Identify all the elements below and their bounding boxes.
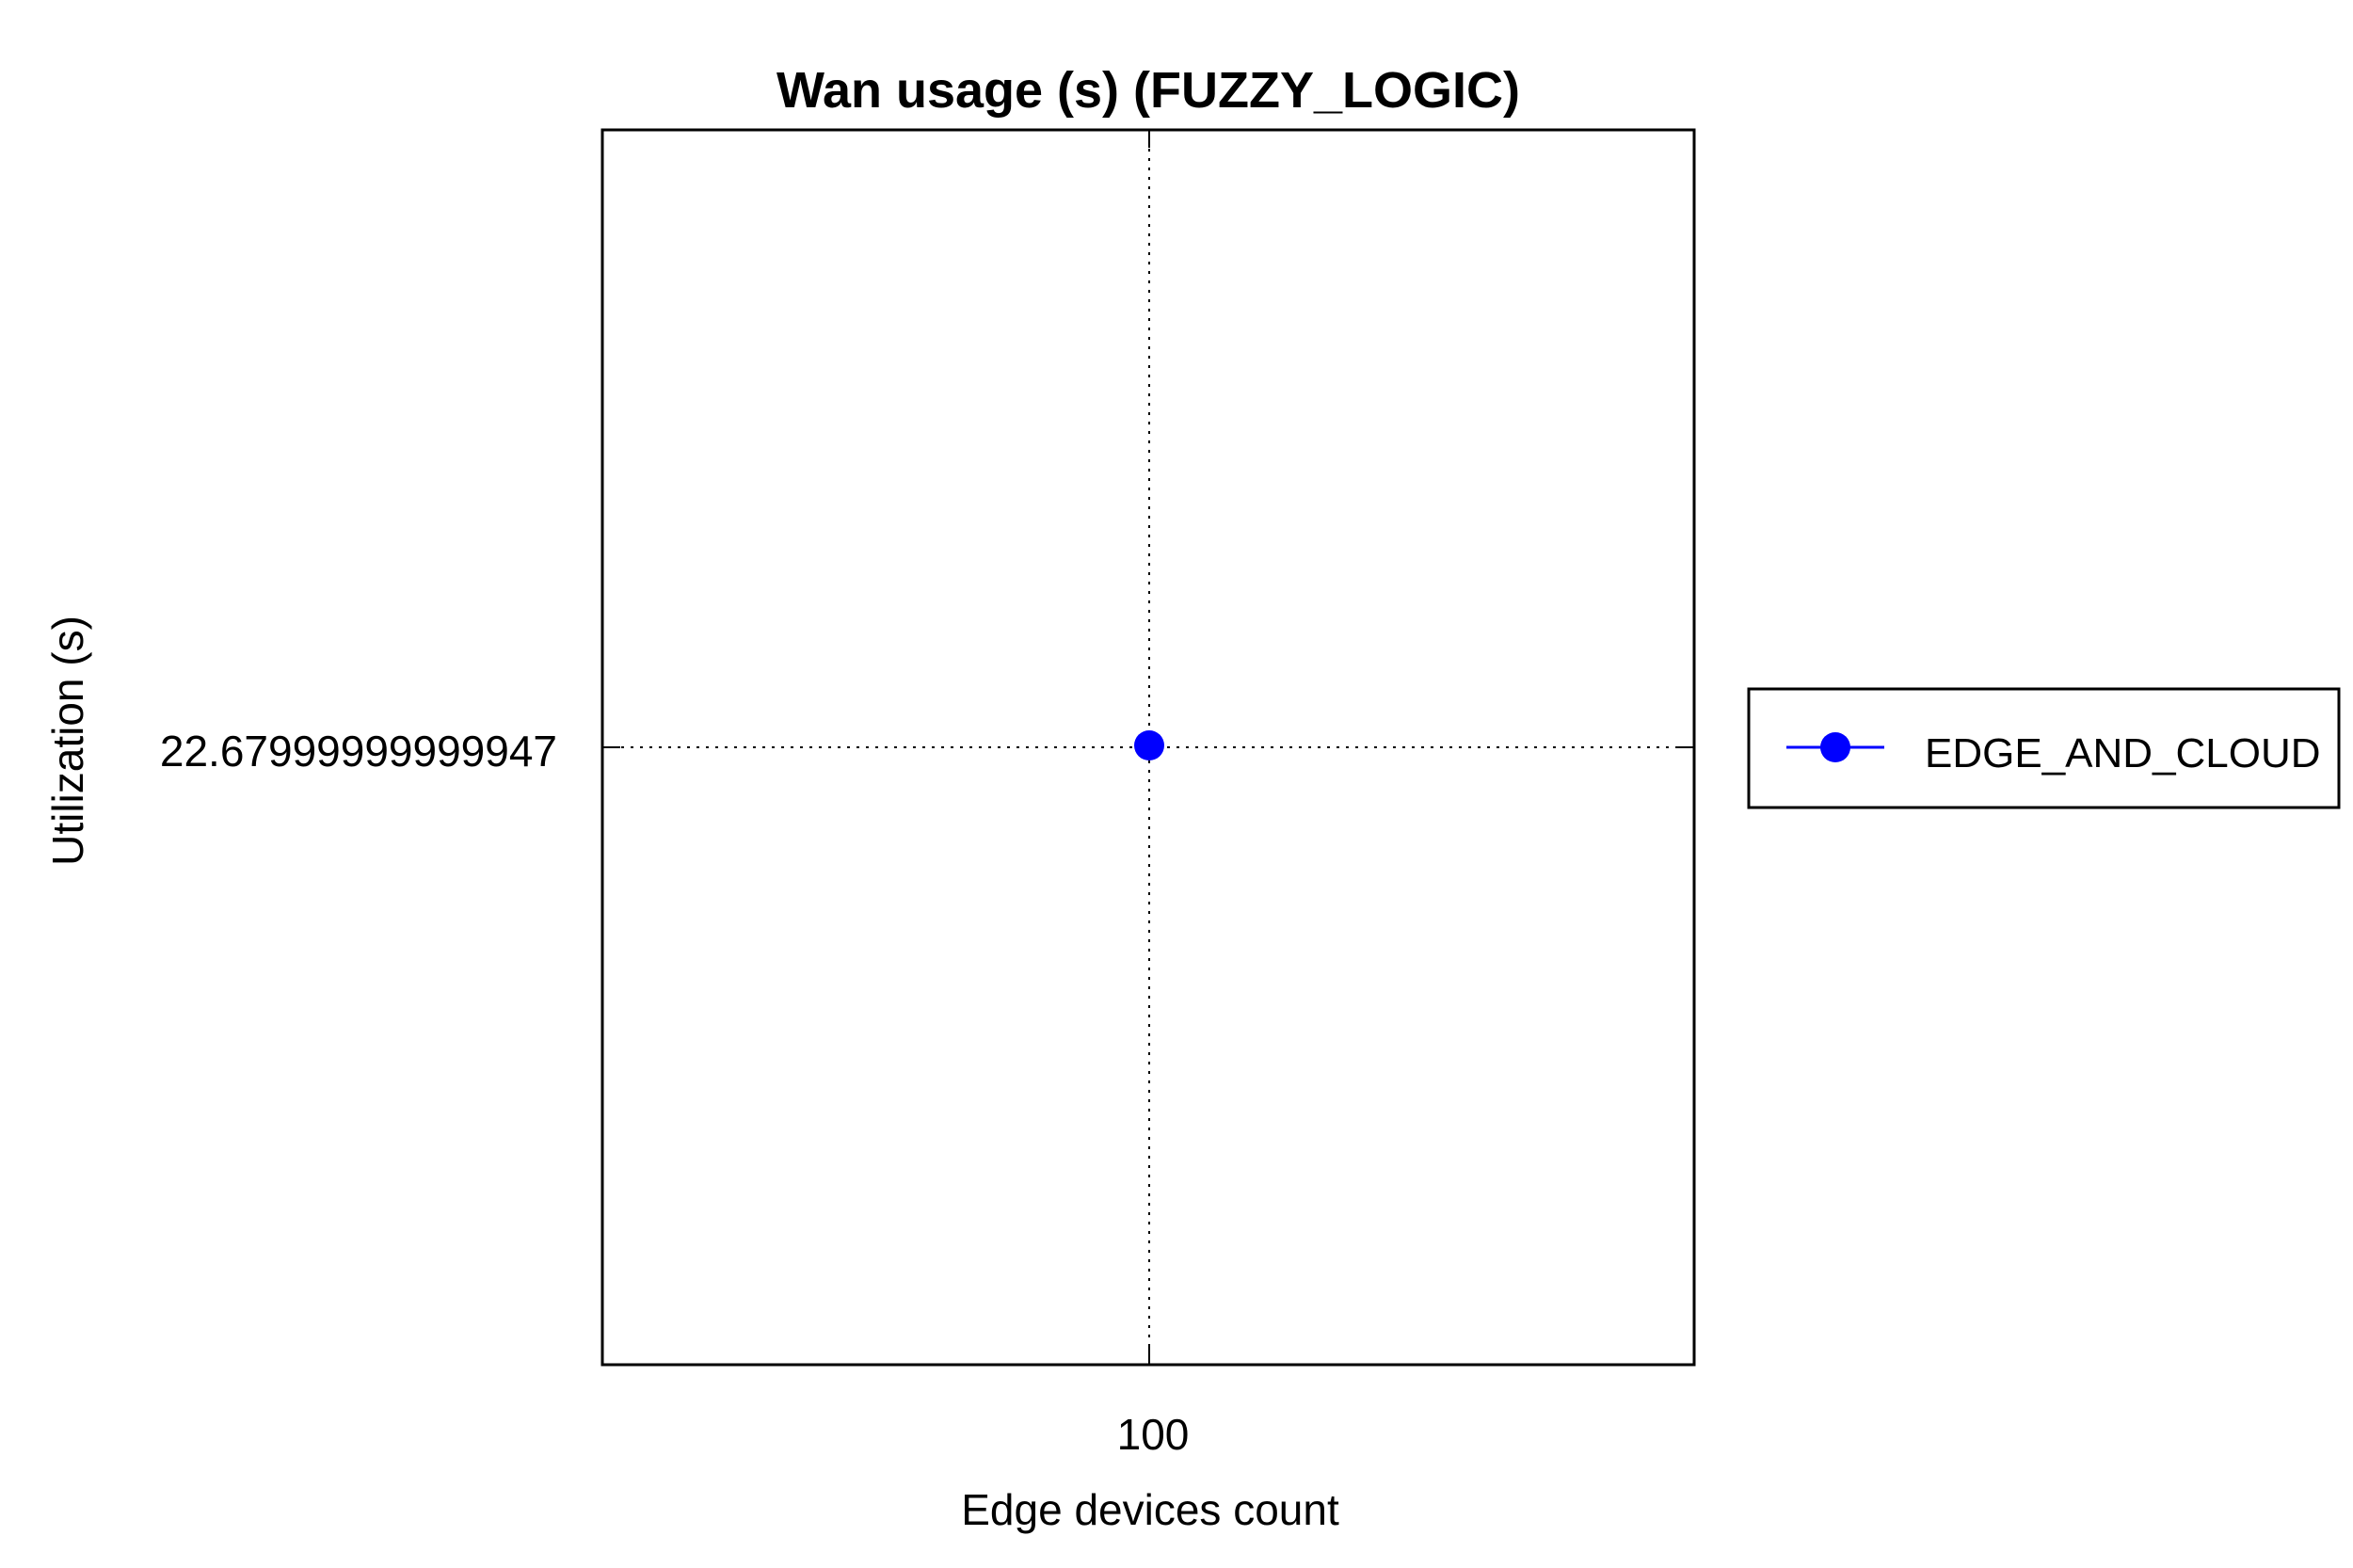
data-point [1134, 730, 1164, 760]
legend-series-label: EDGE_AND_CLOUD [1925, 730, 2321, 776]
series-layer [1134, 730, 1164, 760]
x-axis-label: Edge devices count [961, 1485, 1339, 1534]
y-axis-label: Utilization (s) [43, 616, 92, 866]
legend-series-marker [1820, 732, 1850, 762]
x-tick-label: 100 [1117, 1410, 1190, 1459]
y-tick-label: 22.67999999999947 [160, 727, 557, 776]
chart-title: Wan usage (s) (FUZZY_LOGIC) [776, 62, 1520, 119]
